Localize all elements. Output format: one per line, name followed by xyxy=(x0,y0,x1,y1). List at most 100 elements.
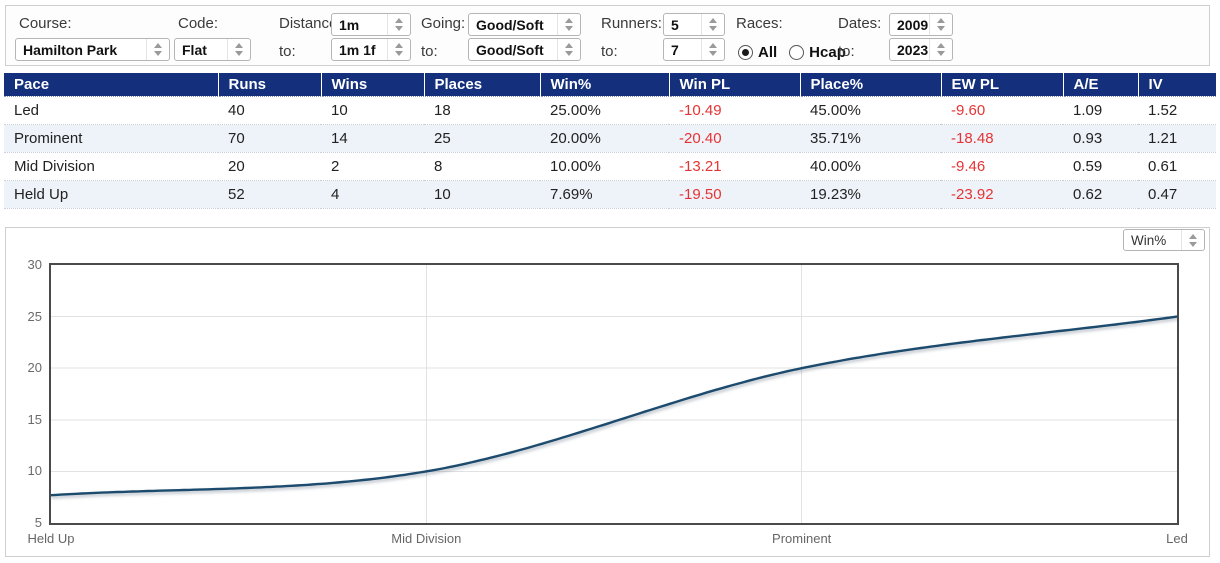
runners-to-select[interactable]: 7 xyxy=(663,38,725,61)
y-axis-tick-label: 5 xyxy=(34,515,42,530)
spinner-icon[interactable] xyxy=(929,39,952,60)
table-cell: -13.21 xyxy=(669,152,800,181)
races-hcap-radio[interactable] xyxy=(789,44,805,60)
runners-label: Runners: xyxy=(601,15,662,32)
table-cell: 20 xyxy=(218,152,321,181)
distance-from-select[interactable]: 1m xyxy=(331,13,411,36)
spinner-icon[interactable] xyxy=(929,14,952,35)
table-cell: -10.49 xyxy=(669,96,800,125)
table-cell: 40 xyxy=(218,96,321,125)
table-cell: Led xyxy=(4,96,218,125)
table-row: Prominent 70 14 25 20.00% -20.40 35.71% -18.48 0… xyxy=(4,124,1216,153)
column-header: Win PL xyxy=(668,73,800,97)
column-header: Places xyxy=(423,73,540,97)
y-axis-tick-label: 20 xyxy=(27,360,42,376)
table-cell: 35.71% xyxy=(800,124,941,153)
spinner-icon[interactable] xyxy=(387,39,410,60)
going-from-select[interactable]: Good/Soft xyxy=(468,13,581,36)
y-axis-tick-label: 10 xyxy=(27,463,42,479)
win-pct-series-line xyxy=(51,315,1177,497)
filter-panel: Course: Hamilton Park Code: Flat Distanc… xyxy=(5,5,1210,66)
table-cell: 8 xyxy=(424,152,540,181)
table-cell: 0.59 xyxy=(1063,152,1138,181)
distance-from-value: 1m xyxy=(339,16,360,33)
distance-to-select[interactable]: 1m 1f xyxy=(331,38,411,61)
table-cell: 45.00% xyxy=(800,96,941,125)
table-cell: -19.50 xyxy=(669,180,800,209)
table-cell: 10 xyxy=(321,96,424,125)
races-label: Races: xyxy=(736,15,783,32)
y-axis-tick-label: 25 xyxy=(27,308,42,324)
spinner-icon[interactable] xyxy=(387,14,410,35)
table-cell: 1.09 xyxy=(1063,96,1138,125)
dates-label: Dates: xyxy=(838,15,882,32)
runners-from-value: 5 xyxy=(671,16,679,33)
table-cell: -9.46 xyxy=(941,152,1063,181)
races-all-radio[interactable] xyxy=(738,44,753,60)
races-all-label: All xyxy=(758,43,778,61)
spinner-icon[interactable] xyxy=(701,14,724,35)
column-header: A/E xyxy=(1062,73,1138,97)
runners-from-select[interactable]: 5 xyxy=(663,13,725,36)
spinner-icon[interactable] xyxy=(146,39,169,60)
table-cell: 70 xyxy=(218,124,321,153)
y-axis-tick-label: 30 xyxy=(27,257,42,272)
column-header: Place% xyxy=(799,73,941,97)
dates-to-select[interactable]: 2023 xyxy=(889,38,953,61)
pace-table-wrap: Pace Runs Wins Places Win% Win PL Place% EW PL A… xyxy=(4,73,1216,209)
course-select[interactable]: Hamilton Park xyxy=(15,38,170,61)
table-cell: 10 xyxy=(424,180,540,209)
column-header: Runs xyxy=(217,73,321,97)
going-to-label: to: xyxy=(421,43,438,60)
spinner-icon[interactable] xyxy=(227,39,250,60)
spinner-icon[interactable] xyxy=(701,39,724,60)
column-header: EW PL xyxy=(940,73,1063,97)
column-header: Wins xyxy=(320,73,424,97)
table-header-row: Pace Runs Wins Places Win% Win PL Place% EW PL A… xyxy=(4,73,1216,97)
x-axis-category-label: Led xyxy=(1166,531,1188,546)
table-cell: 25.00% xyxy=(540,96,669,125)
column-header: Pace xyxy=(4,73,218,97)
table-cell: Mid Division xyxy=(4,152,218,181)
going-to-value: Good/Soft xyxy=(476,41,544,58)
table-cell: 4 xyxy=(321,180,424,209)
table-cell: 0.93 xyxy=(1063,124,1138,153)
win-pct-line-chart xyxy=(49,263,1179,525)
table-cell: 7.69% xyxy=(540,180,669,209)
table-cell: -9.60 xyxy=(941,96,1063,125)
table-cell: 10.00% xyxy=(540,152,669,181)
course-select-value: Hamilton Park xyxy=(23,41,118,58)
table-cell: Held Up xyxy=(4,180,218,209)
spinner-icon[interactable] xyxy=(1181,230,1204,250)
table-cell: -18.48 xyxy=(941,124,1063,153)
dates-to-label: to: xyxy=(838,43,855,60)
x-axis-category-label: Held Up xyxy=(27,531,75,546)
chart-panel: Win% 5 10 15 20 25 30 Held Up Mid Division Promi… xyxy=(5,227,1210,557)
x-axis-category-label: Mid Division xyxy=(391,531,462,546)
table-cell: 14 xyxy=(321,124,424,153)
table-cell: 1.52 xyxy=(1138,96,1216,125)
table-cell: -20.40 xyxy=(669,124,800,153)
dates-from-select[interactable]: 2009 xyxy=(889,13,953,36)
column-header: IV xyxy=(1137,73,1216,97)
dates-to-value: 2023 xyxy=(897,41,929,58)
spinner-icon[interactable] xyxy=(557,39,580,60)
table-cell: 18 xyxy=(424,96,540,125)
dates-from-value: 2009 xyxy=(897,16,929,33)
column-header: Win% xyxy=(539,73,669,97)
code-select-value: Flat xyxy=(182,41,207,58)
table-cell: 40.00% xyxy=(800,152,941,181)
chart-metric-select[interactable]: Win% xyxy=(1123,229,1205,251)
runners-to-label: to: xyxy=(601,43,618,60)
code-select[interactable]: Flat xyxy=(174,38,251,61)
races-radio-group: All Hcap xyxy=(738,42,853,62)
chart-metric-value: Win% xyxy=(1131,232,1167,248)
spinner-icon[interactable] xyxy=(557,14,580,35)
table-cell: 0.47 xyxy=(1138,180,1216,209)
distance-label: Distance: xyxy=(279,15,342,32)
x-axis-category-label: Prominent xyxy=(772,531,832,546)
table-cell: 20.00% xyxy=(540,124,669,153)
table-cell: -23.92 xyxy=(941,180,1063,209)
going-to-select[interactable]: Good/Soft xyxy=(468,38,581,61)
